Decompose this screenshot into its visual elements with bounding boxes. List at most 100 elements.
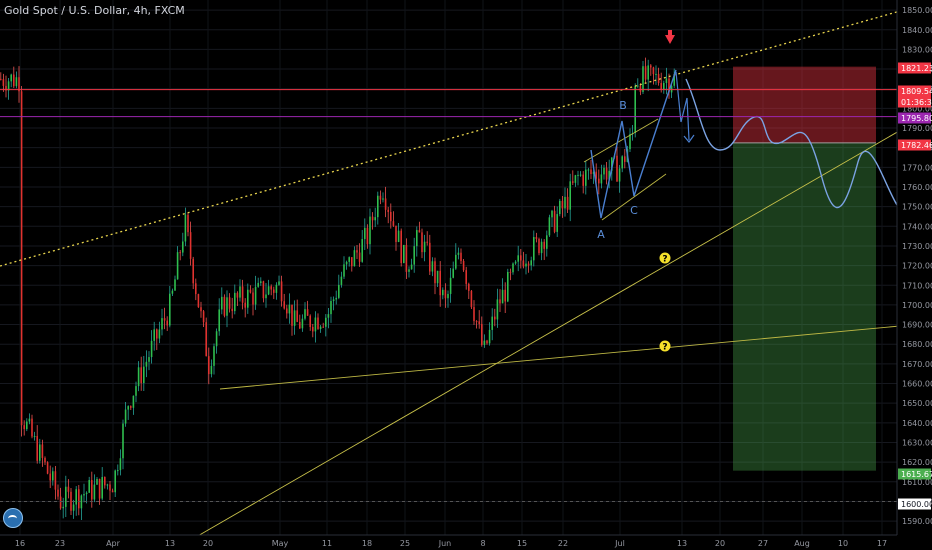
price-tag-label: 1782.46 xyxy=(901,141,932,150)
candle-body xyxy=(655,73,657,75)
candle-body xyxy=(197,294,200,308)
chart-title: Gold Spot / U.S. Dollar, 4h, FXCM xyxy=(4,4,185,17)
candle-body xyxy=(143,366,145,384)
candle-body xyxy=(371,216,374,221)
candle-body xyxy=(501,289,504,304)
wave-label: B xyxy=(619,99,627,112)
candle-body xyxy=(462,261,465,271)
candle-body xyxy=(156,329,158,339)
candle-body xyxy=(548,217,551,236)
price-tick-label: 1670.00 xyxy=(902,360,932,369)
candle-body xyxy=(390,211,392,222)
candle-body xyxy=(221,296,223,310)
candle-body xyxy=(335,297,337,300)
candle-body xyxy=(239,286,241,298)
trend-line-upper xyxy=(0,1,932,267)
candle-body xyxy=(163,318,166,321)
candle-body xyxy=(46,462,49,474)
candle-body xyxy=(525,263,527,267)
candle-body xyxy=(218,309,220,332)
candle-body xyxy=(660,83,662,90)
candle-body xyxy=(49,473,51,481)
grid-lines xyxy=(0,0,897,535)
price-axis[interactable]: 1590.00 1600.00 1610.00 1620.00 1630.00 1640.… xyxy=(896,0,932,550)
candle-body xyxy=(306,309,309,316)
price-tick-label: 1610.00 xyxy=(902,478,932,487)
candle-body xyxy=(171,290,174,294)
price-tick-label: 1650.00 xyxy=(902,399,932,408)
candle-body xyxy=(293,310,296,326)
candle-body xyxy=(587,169,590,171)
candle-body xyxy=(52,471,54,481)
candle-body xyxy=(161,318,163,330)
candle-body xyxy=(457,252,460,255)
candle-body xyxy=(231,308,233,312)
candle-body xyxy=(629,134,631,150)
candle-body xyxy=(291,304,293,326)
candle-body xyxy=(600,174,603,184)
candle-body xyxy=(514,261,517,264)
candle-body xyxy=(400,230,402,264)
candle-body xyxy=(520,255,522,261)
candle-body xyxy=(189,232,192,259)
question-marker-icon xyxy=(659,340,671,352)
candle-body xyxy=(364,227,366,240)
price-tick-label: 1850.00 xyxy=(902,6,932,15)
candle-body xyxy=(423,241,426,253)
candle-body xyxy=(356,250,358,253)
candle-body xyxy=(195,283,197,295)
candle-body xyxy=(15,77,18,87)
candle-body xyxy=(332,299,335,302)
candle-body xyxy=(434,261,436,284)
time-tick-label: 13 xyxy=(165,539,175,548)
sell-arrow-icon-stem xyxy=(668,30,672,36)
time-tick-label: 18 xyxy=(362,539,372,548)
candle-body xyxy=(416,230,418,247)
candle-body xyxy=(543,241,545,249)
candle-body xyxy=(213,346,215,366)
time-tick-label: 17 xyxy=(877,539,887,548)
candle-body xyxy=(616,155,618,182)
candle-body xyxy=(187,214,189,233)
time-tick-label: 13 xyxy=(677,539,687,548)
candle-body xyxy=(535,237,538,239)
candle-body xyxy=(564,196,566,209)
candle-body xyxy=(642,66,644,92)
candle-body xyxy=(670,85,673,93)
price-tag xyxy=(898,468,931,480)
time-axis[interactable]: 16 23 Apr 13 20 May 11 18 25 Jun 8 15 22 Jul 13 20 27 Aug… xyxy=(0,534,932,550)
price-tag xyxy=(898,498,931,510)
candle-body xyxy=(481,323,483,345)
candle-body xyxy=(111,490,114,493)
candle-body xyxy=(59,496,62,509)
time-tick-label: 23 xyxy=(55,539,65,548)
candle-body xyxy=(595,171,597,179)
candle-body xyxy=(18,77,20,92)
candle-body xyxy=(278,281,280,285)
candle-body xyxy=(392,221,395,226)
trend-line-support xyxy=(219,322,932,390)
candle-body xyxy=(556,214,558,232)
candle-body xyxy=(561,200,564,209)
drawing-layer[interactable]: A B C?? xyxy=(0,1,932,538)
time-tick-label: 10 xyxy=(838,539,848,548)
wave-label: C xyxy=(630,204,638,217)
candle-body xyxy=(182,241,184,253)
candle-body xyxy=(475,321,478,323)
projection-arrow xyxy=(675,71,690,141)
position-tool[interactable] xyxy=(733,66,876,471)
candle-body xyxy=(262,281,265,299)
time-tick-label: Jul xyxy=(614,539,625,548)
price-tick-label: 1590.00 xyxy=(902,517,932,526)
time-axis-bg xyxy=(0,535,932,550)
candle-body xyxy=(319,326,322,329)
candle-body xyxy=(410,264,413,270)
candle-body xyxy=(351,257,353,267)
tradingview-logo-icon[interactable] xyxy=(3,508,23,528)
candle-body xyxy=(657,73,660,84)
horizontal-lines[interactable] xyxy=(0,89,897,502)
candle-body xyxy=(366,227,369,245)
candle-body xyxy=(257,282,259,287)
candle-body xyxy=(249,289,252,293)
